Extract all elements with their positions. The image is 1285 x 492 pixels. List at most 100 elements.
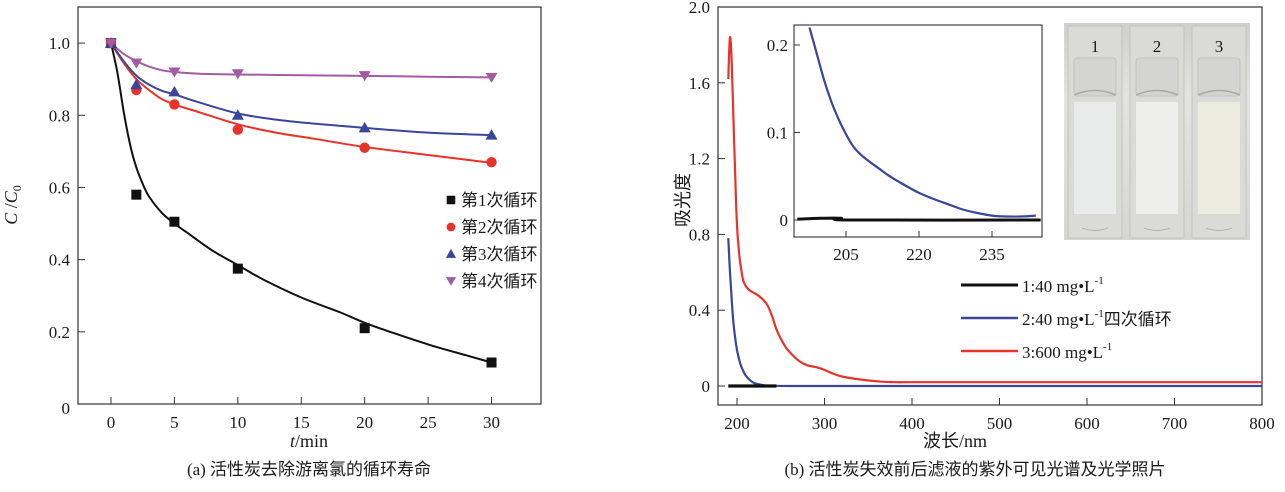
x-tick-label: 200: [724, 414, 750, 433]
marker-cycle-2: [486, 156, 497, 168]
x-tick-label: 15: [293, 413, 310, 432]
cuvette-cap-2: [1135, 57, 1179, 97]
cuvette-base-2: [1143, 227, 1171, 232]
cuvette-liquid-1: [1074, 102, 1116, 214]
chart-a-cycle-life: 0 5 10 15 20 25 30 0 0.2 0.4 0.6 0.8 1.0 t/min C /C…: [1, 6, 542, 479]
legend-label-main: 3:600 mg•L: [1022, 343, 1103, 362]
y-tick-label: 1.2: [689, 150, 710, 169]
cuvette-label-1: 1: [1091, 37, 1100, 56]
chart-a-x-axis-label: t/min: [290, 431, 328, 451]
x-tick-label: 500: [987, 414, 1013, 433]
cuvette-label-2: 2: [1153, 37, 1162, 56]
x-label-t: t: [290, 431, 296, 451]
x-tick-label: 400: [899, 414, 925, 433]
marker-cycle-4: [104, 38, 117, 49]
chart-b-inset: 205 220 235 0 0.1 0.2: [767, 24, 1043, 264]
legend-label-cycle-3: 第3次循环: [461, 245, 538, 264]
inset-plot-frame: [793, 24, 1043, 238]
cuvette-cap-3: [1197, 57, 1241, 97]
legend-label-cycle-2: 第2次循环: [461, 218, 538, 237]
x-label-unit: /min: [295, 431, 328, 451]
y-tick-label: 2.0: [689, 0, 710, 17]
y-tick-label: 1.6: [689, 74, 710, 93]
inset-y-ticks: 0 0.1 0.2: [767, 36, 800, 230]
marker-cycle-3: [168, 85, 181, 97]
inset-y-tick-label: 0.2: [767, 36, 788, 55]
marker-cycle-4: [358, 71, 371, 82]
chart-b-caption: (b) 活性炭失效前后滤液的紫外可见光谱及光学照片: [784, 460, 1165, 479]
x-tick-label: 30: [483, 413, 500, 432]
legend-marker-cycle-3: [445, 248, 457, 258]
marker-cycle-4: [231, 69, 244, 80]
legend-label-cycle-1: 第1次循环: [461, 191, 538, 210]
marker-cycle-2: [169, 99, 180, 110]
marker-cycle-2: [232, 124, 244, 135]
chart-b-y-axis-label: 吸光度: [673, 173, 693, 227]
chart-b-uv-vis: 200 300 400 500 600 700 800 0 0.4 0.8 1.2 1.6 2.0 波…: [673, 0, 1275, 479]
chart-a-x-ticks: 0 5 10 15 20 25 30: [107, 397, 500, 432]
marker-cycle-4: [485, 72, 498, 83]
inset-line-black: [797, 216, 1041, 222]
y-tick-label: 0: [702, 377, 711, 396]
y-tick-label: 0.8: [689, 225, 710, 244]
y-tick-label: 0: [62, 399, 71, 418]
x-tick-label: 20: [356, 413, 373, 432]
fit-line-cycle-4: [110, 42, 492, 79]
chart-a-markers: [104, 37, 498, 368]
y-tick-label: 0.8: [49, 106, 70, 125]
x-tick-label: 0: [107, 413, 116, 432]
y-label-c: C: [1, 212, 21, 225]
y-tick-label: 1.0: [49, 34, 70, 53]
legend-label-suffix: 四次循环: [1104, 310, 1172, 329]
y-tick-label: 0.4: [49, 251, 71, 270]
cuvette-liquid-3: [1198, 102, 1240, 214]
inset-x-tick-label: 205: [833, 245, 859, 264]
cuvette-meniscus-2: [1135, 89, 1179, 96]
chart-b-x-axis-label: 波长/nm: [923, 431, 987, 451]
legend-label-sup: -1: [1095, 275, 1104, 287]
x-tick-label: 600: [1074, 414, 1100, 433]
inset-y-tick-label: 0.1: [767, 124, 788, 143]
legend-label-2: 2:40 mg•L-1四次循环: [1022, 308, 1172, 329]
legend-label-main: 1:40 mg•L: [1022, 277, 1095, 296]
legend-label-sup: -1: [1095, 308, 1104, 320]
marker-cycle-3: [130, 78, 143, 90]
x-tick-label: 800: [1249, 414, 1275, 433]
marker-cycle-3: [485, 129, 498, 140]
cuvette-meniscus-1: [1073, 89, 1117, 96]
chart-b-y-ticks: 0 0.4 0.8 1.2 1.6 2.0: [689, 0, 725, 396]
inset-x-tick-label: 220: [906, 245, 932, 264]
marker-cycle-3: [358, 121, 371, 133]
y-tick-label: 0.4: [689, 301, 711, 320]
cuvette-liquid-2: [1136, 102, 1178, 214]
fit-line-cycle-1: [110, 42, 492, 364]
y-tick-label: 0.2: [49, 323, 70, 342]
chart-a-y-ticks: 0 0.2 0.4 0.6 0.8 1.0: [49, 34, 85, 418]
legend-label-main: 2:40 mg•L: [1022, 310, 1095, 329]
legend-label-3: 3:600 mg•L-1: [1022, 341, 1112, 362]
cuvette-cap-1: [1073, 57, 1117, 97]
y-label-c0: C: [1, 190, 21, 203]
y-label-sub: 0: [10, 185, 24, 191]
chart-a-caption: (a) 活性炭去除游离氯的循环寿命: [187, 460, 431, 479]
fit-line-cycle-3: [110, 42, 492, 137]
legend-marker-cycle-4: [445, 277, 457, 286]
marker-cycle-3: [231, 109, 244, 120]
marker-cycle-1: [359, 323, 370, 334]
marker-cycle-1: [169, 216, 180, 227]
chart-b-spectra: [727, 36, 1262, 388]
chart-a-fit-lines: [110, 42, 492, 364]
x-tick-label: 25: [420, 413, 437, 432]
cuvette-meniscus-3: [1197, 89, 1241, 96]
spectrum-line-2: [727, 238, 1262, 388]
legend-marker-cycle-1: [446, 195, 456, 205]
chart-a-y-axis-label: C /C0: [1, 185, 24, 225]
inset-x-ticks: 205 220 235: [833, 231, 1005, 264]
chart-a-plot-frame: [77, 6, 542, 405]
marker-cycle-4: [168, 67, 181, 78]
spectrum-line-3: [727, 36, 1262, 384]
legend-label-1: 1:40 mg•L-1: [1022, 275, 1104, 296]
